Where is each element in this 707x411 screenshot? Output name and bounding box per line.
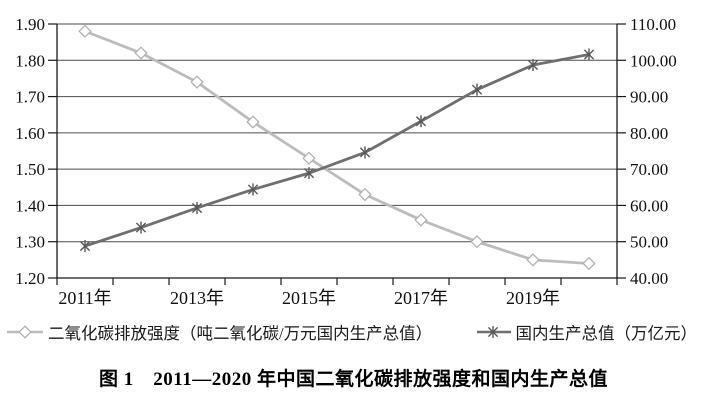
left-axis-tick-label: 1.90 bbox=[15, 15, 45, 34]
line-chart: 1.90 110.00 1.80 100.00 1.70 90.00 1.60 80.00 1.… bbox=[15, 15, 677, 308]
right-axis-tick-label: 90.00 bbox=[630, 88, 668, 107]
co2-intensity-line-swatch-icon bbox=[7, 325, 43, 339]
series-line bbox=[83, 29, 591, 265]
left-axis-tick-label: 1.50 bbox=[15, 160, 45, 179]
chart-legend: 二氧化碳排放强度（吨二氧化碳/万元国内生产总值） 国内生产总值（万亿元） bbox=[0, 320, 707, 344]
asterisk-marker bbox=[79, 240, 91, 252]
diamond-marker bbox=[190, 75, 204, 89]
left-axis-tick-label: 1.80 bbox=[15, 51, 45, 70]
left-axis-tick-label: 1.20 bbox=[15, 269, 45, 288]
diamond-marker bbox=[582, 256, 596, 271]
right-axis-tick-label: 50.00 bbox=[630, 233, 668, 252]
asterisk-marker bbox=[527, 59, 539, 71]
series-line bbox=[83, 53, 591, 248]
x-axis-tick-label: 2017年 bbox=[394, 288, 448, 308]
x-axis-tick-label: 2019年 bbox=[506, 288, 560, 308]
legend-item-co2-intensity: 二氧化碳排放强度（吨二氧化碳/万元国内生产总值） bbox=[6, 320, 432, 344]
asterisk-marker bbox=[247, 184, 259, 195]
diamond-marker bbox=[526, 253, 540, 267]
right-axis-tick-label: 100.00 bbox=[630, 51, 677, 70]
asterisk-marker bbox=[487, 326, 498, 338]
asterisk-marker bbox=[191, 202, 203, 214]
legend-item-gdp: 国内生产总值（万亿元） bbox=[476, 320, 698, 344]
diamond-marker bbox=[78, 24, 92, 38]
right-axis-tick-label: 110.00 bbox=[630, 15, 676, 34]
diamond-marker bbox=[302, 151, 316, 165]
left-axis-tick-label: 1.60 bbox=[15, 124, 45, 143]
legend-label-co2-intensity: 二氧化碳排放强度（吨二氧化碳/万元国内生产总值） bbox=[48, 324, 433, 343]
left-axis-tick-label: 1.40 bbox=[15, 196, 45, 215]
right-axis-tick-label: 40.00 bbox=[630, 269, 668, 288]
asterisk-marker bbox=[359, 147, 371, 158]
left-axis-tick-label: 1.30 bbox=[15, 233, 45, 252]
gdp-series bbox=[79, 48, 595, 253]
left-axis-tick-label: 1.70 bbox=[15, 88, 45, 107]
asterisk-marker bbox=[415, 116, 427, 127]
diamond-marker bbox=[134, 46, 148, 60]
right-axis-tick-label: 60.00 bbox=[630, 196, 668, 215]
diamond-marker bbox=[18, 325, 32, 339]
right-axis-tick-label: 80.00 bbox=[630, 124, 668, 143]
diamond-marker bbox=[414, 213, 428, 227]
x-axis-tick-label: 2015年 bbox=[282, 288, 336, 308]
x-axis-tick-label: 2013年 bbox=[170, 288, 224, 308]
asterisk-marker bbox=[583, 49, 595, 60]
co2-intensity-series bbox=[78, 24, 596, 271]
diamond-marker bbox=[358, 187, 372, 202]
x-axis-tick-label: 2011年 bbox=[58, 288, 111, 308]
diamond-marker bbox=[470, 235, 484, 249]
asterisk-marker bbox=[135, 222, 147, 233]
figure-caption: 图 1 2011—2020 年中国二氧化碳排放强度和国内生产总值 bbox=[99, 369, 608, 390]
gdp-line-swatch-icon bbox=[476, 326, 511, 338]
asterisk-marker bbox=[303, 168, 315, 179]
legend-label-gdp: 国内生产总值（万亿元） bbox=[515, 324, 698, 343]
right-axis-tick-label: 70.00 bbox=[630, 160, 668, 179]
asterisk-marker bbox=[471, 84, 483, 95]
diamond-marker bbox=[246, 115, 260, 129]
